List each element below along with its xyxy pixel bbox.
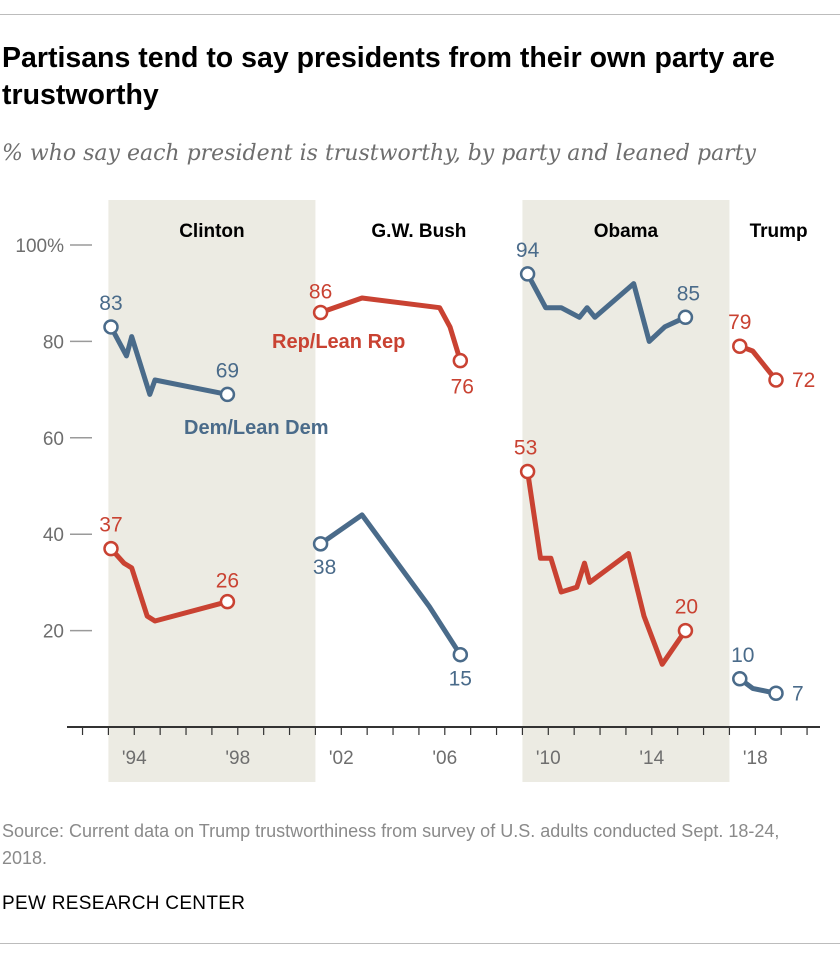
endpoint-marker-rep-obama-start (519, 463, 536, 480)
top-rule (0, 14, 840, 15)
endpoint-marker-dem-obama-end (677, 309, 694, 326)
x-tick-label-1994: '94 (122, 748, 147, 769)
president-label-g-w-bush: G.W. Bush (371, 221, 466, 242)
chart-title: Partisans tend to say presidents from th… (2, 42, 775, 111)
chart-subtitle: % who say each president is trustworthy,… (2, 141, 756, 166)
data-label-dem-clinton-start: 83 (99, 292, 122, 315)
data-label-dem-trump-end: 7 (792, 682, 804, 705)
series-line-dem-g-w-bush (318, 512, 463, 658)
y-tick-label-40: 40 (43, 525, 64, 546)
series-line-rep-obama (525, 469, 688, 667)
endpoint-marker-rep-g-w-bush-start (312, 304, 329, 321)
president-label-trump: Trump (750, 221, 808, 242)
y-tick-label-80: 80 (43, 332, 64, 353)
endpoint-marker-dem-clinton-start (103, 319, 119, 335)
data-label-rep-clinton-end: 26 (216, 570, 239, 593)
endpoint-marker-rep-clinton-end (219, 593, 236, 610)
x-tick-label-2014: '14 (639, 748, 664, 769)
data-label-rep-g-w-bush-start: 86 (309, 280, 332, 303)
y-tick-label-20: 20 (43, 622, 64, 643)
endpoint-marker-dem-clinton-end (219, 386, 236, 403)
president-label-clinton: Clinton (179, 221, 244, 242)
trust-line-chart: Clinton G.W. Bush Obama Trump 100% 80 60 40 20 '9… (15, 200, 820, 782)
data-label-dem-obama-start: 94 (516, 239, 540, 262)
presidency-band-clinton (108, 200, 316, 782)
series-name-rep: Rep/Lean Rep (272, 331, 405, 353)
y-tick-label-60: 60 (43, 429, 64, 450)
data-label-dem-trump-start: 10 (731, 644, 754, 667)
data-label-rep-trump-end: 72 (792, 369, 815, 392)
endpoint-marker-rep-trump-end (768, 372, 784, 388)
x-tick-label-2018: '18 (743, 748, 768, 769)
endpoint-marker-dem-g-w-bush-end (452, 646, 469, 663)
series-line-rep-g-w-bush (318, 295, 463, 364)
endpoint-marker-dem-g-w-bush-start (312, 536, 329, 552)
series-line-rep-clinton (108, 546, 230, 624)
source-note: Source: Current data on Trump trustworth… (2, 821, 780, 868)
x-tick-label-2006: '06 (432, 748, 457, 769)
data-label-rep-trump-start: 79 (728, 311, 751, 334)
endpoint-marker-dem-obama-start (519, 266, 536, 282)
endpoint-marker-rep-g-w-bush-end (452, 352, 469, 369)
data-label-rep-obama-start: 53 (514, 437, 537, 460)
organization-name: PEW RESEARCH CENTER (2, 893, 246, 914)
endpoint-marker-rep-clinton-start (103, 540, 119, 557)
y-tick-label-100: 100% (15, 236, 64, 257)
data-label-dem-clinton-end: 69 (216, 359, 239, 382)
series-name-dem: Dem/Lean Dem (184, 417, 329, 439)
data-label-dem-g-w-bush-end: 15 (449, 668, 472, 691)
data-label-rep-clinton-start: 37 (99, 514, 122, 537)
data-label-rep-g-w-bush-end: 76 (451, 376, 474, 399)
series-line-dem-clinton (108, 324, 230, 397)
bottom-rule (0, 943, 840, 944)
x-tick-label-2002: '02 (329, 748, 354, 769)
x-tick-label-2010: '10 (536, 748, 561, 769)
x-tick-label-1998: '98 (225, 748, 250, 769)
president-label-obama: Obama (594, 221, 659, 242)
series-line-dem-obama (525, 271, 688, 344)
endpoint-marker-dem-trump-end (768, 685, 784, 702)
endpoint-marker-dem-trump-start (732, 671, 748, 687)
endpoint-marker-rep-trump-start (732, 338, 748, 354)
data-label-dem-obama-end: 85 (677, 282, 700, 305)
presidency-band-obama (522, 200, 730, 782)
data-label-dem-g-w-bush-start: 38 (313, 556, 336, 579)
endpoint-marker-rep-obama-end (677, 622, 694, 639)
data-label-rep-obama-end: 20 (675, 596, 698, 619)
